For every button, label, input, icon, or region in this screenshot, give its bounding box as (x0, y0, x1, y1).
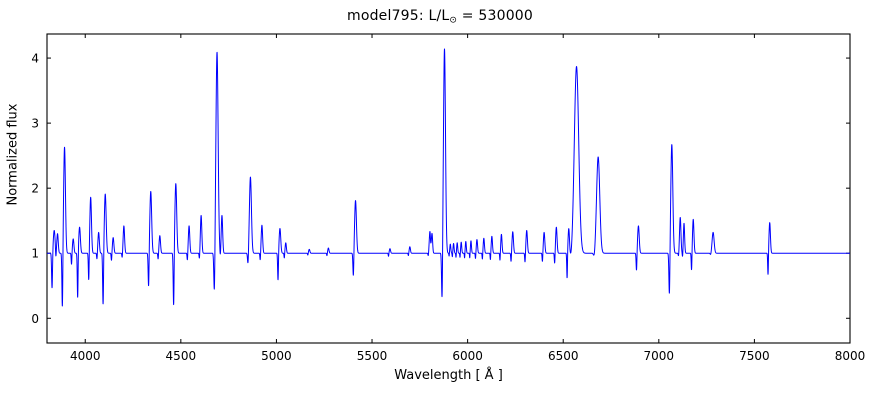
x-tick-label: 5500 (357, 349, 388, 363)
x-tick-label: 7000 (644, 349, 675, 363)
x-tick-label: 7500 (739, 349, 770, 363)
x-axis-label: Wavelength [ Å ] (394, 368, 503, 383)
x-tick-label: 8000 (835, 349, 866, 363)
title-prefix: model795: L/L (346, 8, 450, 24)
title-subscript: ⊙ (449, 15, 458, 26)
spectrum-data-group (47, 48, 850, 307)
spectrum-line (47, 48, 850, 307)
x-tick-label: 5000 (261, 349, 292, 363)
title-suffix: = 530000 (457, 8, 534, 24)
axis-ticks (47, 34, 851, 343)
y-tick-label: 1 (31, 247, 39, 261)
y-tick-label: 2 (31, 182, 39, 196)
axes-spines (46, 33, 851, 344)
x-tick-label: 6500 (548, 349, 579, 363)
y-tick-label: 4 (31, 52, 39, 66)
x-tick-label: 4000 (70, 349, 101, 363)
y-tick-label: 0 (31, 312, 39, 326)
page-title: model795: L/L⊙ = 530000 (0, 8, 880, 26)
y-tick-label: 3 (31, 117, 39, 131)
x-tick-label: 6000 (452, 349, 483, 363)
axis-tick-labels: 4000 4500 5000 5500 6000 6500 7000 7500 8000 0 1 2 3… (31, 52, 865, 363)
x-tick-label: 4500 (166, 349, 197, 363)
